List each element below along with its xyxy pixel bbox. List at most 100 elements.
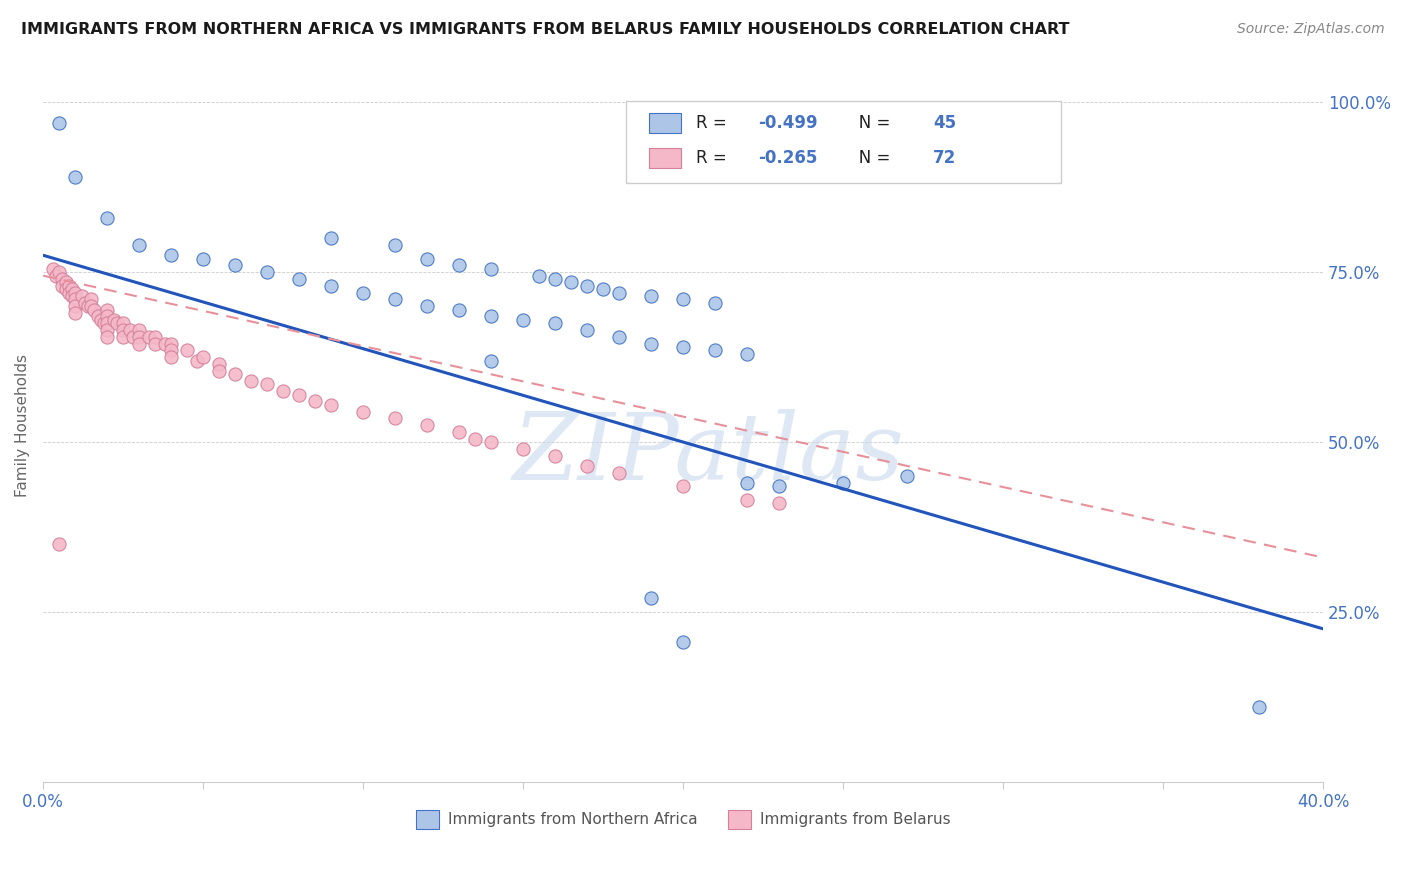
Point: [63, 170, 86, 185]
Point: [672, 340, 695, 354]
Point: [449, 302, 471, 317]
Point: [256, 377, 278, 392]
Point: [672, 479, 695, 493]
Point: [112, 330, 135, 344]
Point: [352, 285, 374, 300]
Point: [544, 316, 567, 330]
Point: [77, 299, 100, 313]
Point: [449, 425, 471, 439]
Point: [1249, 700, 1271, 714]
Point: [118, 323, 141, 337]
Point: [576, 323, 599, 337]
Text: IMMIGRANTS FROM NORTHERN AFRICA VS IMMIGRANTS FROM BELARUS FAMILY HOUSEHOLDS COR: IMMIGRANTS FROM NORTHERN AFRICA VS IMMIG…: [21, 22, 1070, 37]
Point: [48, 265, 70, 279]
Point: [45, 268, 67, 283]
Point: [90, 313, 112, 327]
Point: [105, 316, 128, 330]
Point: [560, 276, 582, 290]
Point: [96, 316, 118, 330]
Point: [735, 347, 758, 361]
Point: [128, 323, 150, 337]
Point: [193, 252, 215, 266]
Point: [160, 350, 183, 364]
Text: 72: 72: [934, 149, 956, 168]
Point: [592, 282, 614, 296]
FancyBboxPatch shape: [626, 101, 1060, 183]
Point: [449, 259, 471, 273]
Point: [96, 323, 118, 337]
Point: [416, 252, 439, 266]
Point: [83, 302, 105, 317]
Point: [527, 268, 550, 283]
Text: -0.499: -0.499: [758, 113, 817, 132]
Text: N =: N =: [844, 149, 896, 168]
Point: [321, 278, 343, 293]
Point: [70, 289, 93, 303]
FancyBboxPatch shape: [648, 148, 681, 169]
Point: [73, 296, 96, 310]
Point: [576, 458, 599, 473]
Point: [256, 265, 278, 279]
Point: [735, 492, 758, 507]
Point: [479, 310, 502, 324]
Point: [512, 313, 534, 327]
Point: [271, 384, 294, 398]
Point: [832, 475, 855, 490]
Point: [143, 336, 166, 351]
Point: [143, 330, 166, 344]
Point: [112, 323, 135, 337]
Point: [464, 432, 486, 446]
Point: [176, 343, 198, 358]
Text: ZIPatlas: ZIPatlas: [513, 409, 904, 499]
Point: [735, 475, 758, 490]
Point: [640, 289, 662, 303]
Point: [48, 116, 70, 130]
Point: [224, 367, 246, 381]
Point: [63, 306, 86, 320]
Point: [288, 272, 311, 286]
Point: [55, 282, 77, 296]
Point: [607, 285, 630, 300]
Text: -0.265: -0.265: [758, 149, 817, 168]
Point: [479, 261, 502, 276]
Point: [704, 296, 727, 310]
Point: [128, 336, 150, 351]
Text: R =: R =: [696, 149, 733, 168]
Point: [58, 285, 80, 300]
Point: [384, 411, 406, 425]
Point: [96, 211, 118, 225]
Text: N =: N =: [844, 113, 896, 132]
Point: [768, 496, 790, 510]
Point: [607, 466, 630, 480]
Point: [96, 310, 118, 324]
Point: [121, 330, 143, 344]
Point: [51, 272, 73, 286]
Point: [416, 418, 439, 433]
Text: 45: 45: [934, 113, 956, 132]
Point: [304, 394, 326, 409]
Point: [80, 299, 103, 313]
Legend: Immigrants from Northern Africa, Immigrants from Belarus: Immigrants from Northern Africa, Immigra…: [409, 804, 956, 835]
Point: [768, 479, 790, 493]
Point: [352, 404, 374, 418]
Point: [96, 330, 118, 344]
Point: [103, 313, 125, 327]
Point: [42, 261, 65, 276]
Point: [384, 293, 406, 307]
Point: [640, 336, 662, 351]
Point: [153, 336, 176, 351]
Point: [51, 278, 73, 293]
Point: [63, 285, 86, 300]
Point: [607, 330, 630, 344]
Point: [86, 310, 108, 324]
Point: [186, 353, 208, 368]
Point: [640, 591, 662, 606]
Point: [60, 282, 83, 296]
Point: [544, 449, 567, 463]
Point: [544, 272, 567, 286]
Point: [55, 276, 77, 290]
Point: [93, 316, 115, 330]
Point: [96, 302, 118, 317]
Point: [48, 537, 70, 551]
Point: [512, 442, 534, 456]
